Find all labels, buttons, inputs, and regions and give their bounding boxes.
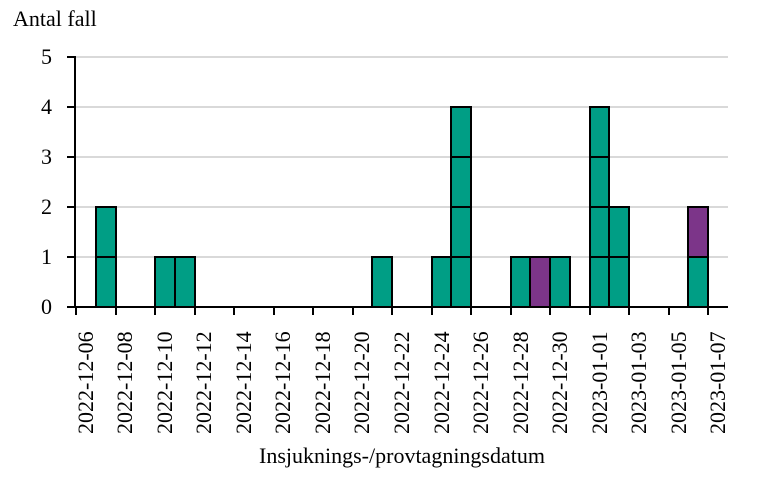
bar-segment-2022-12-21-1 [371, 256, 394, 308]
bar-segment-2022-12-25-3 [450, 156, 473, 208]
x-tick-label: 2022-12-08 [112, 331, 138, 434]
x-axis-tick [154, 308, 157, 315]
bar-segment-2023-01-02-2 [608, 206, 631, 258]
x-tick-label: 2022-12-22 [389, 331, 414, 434]
x-tick-label: 2023-01-05 [665, 331, 691, 434]
bar-segment-2023-01-01-3 [588, 156, 611, 208]
x-axis-tick [430, 308, 433, 315]
bar-segment-2022-12-28-1 [509, 256, 532, 308]
y-axis-tick [67, 56, 75, 58]
bar-segment-2022-12-07-1 [94, 256, 117, 308]
y-axis-tick [67, 156, 75, 158]
x-tick-label: 2022-12-18 [309, 331, 335, 434]
bar-segment-2022-12-25-4 [450, 106, 473, 158]
bar-segment-2022-12-29-1 [529, 256, 552, 308]
y-axis-tick [67, 106, 75, 108]
x-axis-tick [351, 308, 354, 315]
x-tick-label: 2022-12-28 [507, 331, 533, 434]
x-tick-label: 2023-01-01 [586, 331, 612, 434]
x-tick-label: 2022-12-06 [72, 331, 98, 434]
gridline [76, 206, 728, 208]
bar-segment-2023-01-06-2 [687, 206, 710, 258]
bar-segment-2022-12-11-1 [173, 256, 196, 308]
x-tick-label: 2023-01-03 [626, 331, 652, 434]
x-tick-label: 2022-12-24 [428, 331, 454, 434]
bar-segment-2023-01-01-4 [588, 106, 611, 158]
x-axis-tick [272, 308, 275, 315]
bar-segment-2023-01-06-1 [687, 256, 710, 308]
x-axis-tick [707, 308, 710, 315]
x-axis-tick [233, 308, 236, 315]
gridline [76, 106, 728, 108]
y-tick-label: 2 [41, 194, 52, 219]
y-tick-label: 5 [41, 44, 52, 69]
y-tick-label: 4 [41, 94, 52, 119]
bar-segment-2022-12-25-2 [450, 206, 473, 258]
x-axis-tick [588, 308, 591, 315]
x-tick-label: 2022-12-20 [349, 331, 375, 434]
bar-segment-2022-12-10-1 [154, 256, 176, 308]
bar-segment-2022-12-24-1 [430, 256, 453, 308]
bar-segment-2022-12-07-2 [94, 206, 117, 258]
x-tick-label: 2022-12-12 [191, 331, 217, 434]
x-axis-line [74, 306, 728, 308]
x-axis-tick [470, 308, 473, 315]
x-axis-tick [391, 308, 394, 315]
x-axis-title: Insjuknings-/provtagningsdatum [259, 443, 545, 468]
x-axis-tick [628, 308, 631, 315]
x-tick-label: 2022-12-10 [151, 331, 177, 434]
y-axis-title: Antal fall [13, 6, 97, 31]
bar-segment-2023-01-01-2 [588, 206, 611, 258]
y-axis-line [74, 56, 76, 308]
x-tick-label: 2022-12-30 [547, 331, 573, 434]
x-tick-label: 2022-12-16 [270, 331, 296, 434]
y-tick-label: 3 [41, 144, 52, 169]
y-axis-tick [67, 206, 75, 208]
gridline [76, 156, 728, 158]
y-axis-tick [67, 256, 75, 258]
bar-segment-2023-01-01-1 [588, 256, 611, 308]
x-tick-label: 2022-12-26 [468, 331, 494, 434]
y-tick-label: 1 [41, 244, 52, 269]
gridline [76, 256, 728, 258]
x-axis-tick [193, 308, 196, 315]
x-axis-tick [549, 308, 552, 315]
x-axis-tick [312, 308, 315, 315]
x-axis-tick [114, 308, 117, 315]
bar-segment-2023-01-02-1 [608, 256, 631, 308]
bar-segment-2022-12-25-1 [450, 256, 473, 308]
x-tick-label: 2022-12-14 [230, 331, 256, 434]
bar-segment-2022-12-30-1 [549, 256, 571, 308]
x-tick-label: 2023-01-07 [705, 331, 731, 434]
x-axis-tick [667, 308, 670, 315]
gridline [76, 56, 728, 58]
x-axis-tick [75, 308, 77, 315]
y-tick-label: 0 [41, 294, 52, 319]
y-axis-tick [67, 306, 75, 308]
x-axis-tick [509, 308, 512, 315]
